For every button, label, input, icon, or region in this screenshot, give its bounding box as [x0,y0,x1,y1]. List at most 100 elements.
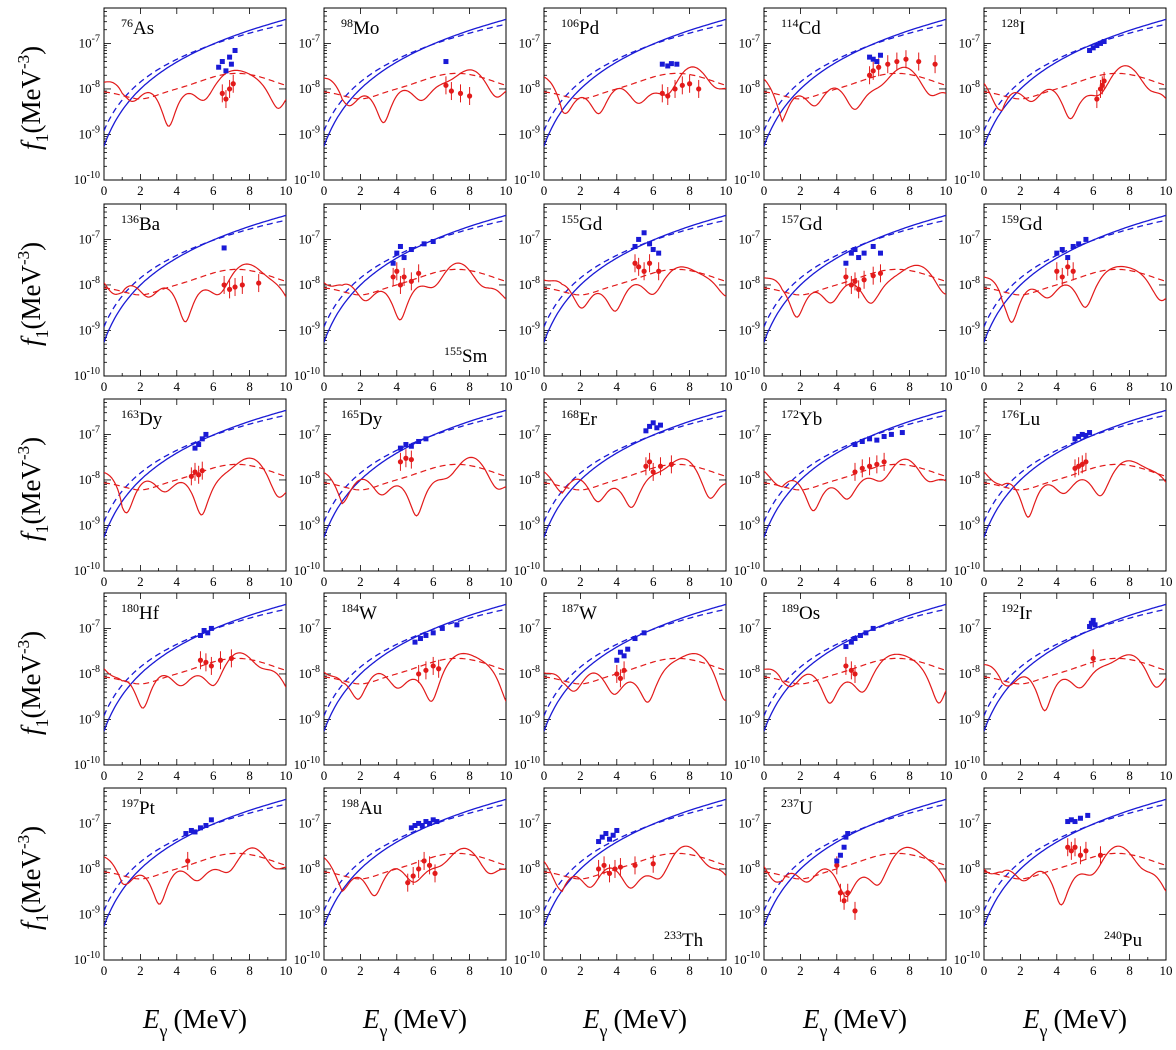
red-data-point [416,270,422,276]
model-curves [324,18,506,147]
y-tick-label: 10-7 [299,33,320,50]
red-data-point [866,463,873,469]
blue-data-point [192,445,198,451]
plot-frame [543,203,727,377]
blue-data-point [1083,432,1089,438]
blue-data-point [1072,436,1078,442]
x-tick-label: 8 [466,379,473,394]
blue-dashed-curve [984,803,1166,912]
x-tick-label: 2 [357,379,364,394]
blue-data-point [665,63,671,69]
model-curves [984,798,1166,927]
red-data-point [848,282,854,288]
x-tick-label: 8 [686,768,693,783]
model-curves [104,18,286,147]
blue-data-point [205,630,211,636]
panel-237-u: 0 2 4 6 8 10 10-10 10-9 10-8 10-7 237U Eγ (MeV) [734,787,953,1041]
blue-data-point [843,644,849,650]
y-tick-label: 10-9 [519,124,540,141]
x-tick-label: 6 [1090,963,1097,978]
blue-solid-curve [984,798,1166,927]
x-tick-label: 8 [1126,379,1133,394]
y-tick-label: 10-9 [959,904,980,921]
x-tick-label: 6 [430,963,437,978]
plot-frame [983,203,1167,377]
x-tick-label: 8 [686,574,693,589]
x-tick-label: 0 [761,963,768,978]
y-tick-label: 10-8 [959,275,980,292]
red-data-point [1097,852,1104,858]
model-curves [104,214,286,343]
blue-dashed-curve [324,608,506,717]
y-tick-label: 10-7 [519,229,540,246]
x-tick-label: 0 [321,183,328,198]
blue-data-point [208,817,214,823]
blue-data-point [1097,40,1103,46]
blue-data-point [412,823,418,829]
blue-data-point [401,255,407,261]
blue-solid-curve [984,603,1166,732]
model-curves [104,798,286,927]
red-data-point [203,659,209,665]
y-tick-label: 10-9 [299,904,320,921]
blue-data-point [203,431,209,437]
nucleus-label: 155Gd [561,212,603,235]
blue-solid-curve [544,798,726,927]
red-solid-curve [104,652,286,709]
x-tick-label: 2 [797,183,804,198]
red-data-point [612,866,618,872]
red-dashed-curve [104,268,286,296]
blue-dashed-curve [544,414,726,523]
y-tick-label: 10-8 [959,859,980,876]
x-tick-label: 10 [940,183,953,198]
y-tick-label: 10-9 [79,904,100,921]
x-tick-label: 0 [101,963,108,978]
panel-106-pd: 0 2 4 6 8 10 10-10 10-9 10-8 10-7 106Pd [514,7,733,198]
blue-data-point [636,236,642,242]
y-tick-label: 10-8 [519,859,540,876]
blue-data-point [668,61,674,67]
red-data-point [423,667,429,673]
x-tick-label: 0 [981,768,988,783]
red-solid-curve [324,652,506,702]
blue-data-point [834,858,840,864]
x-tick-label: 2 [137,574,144,589]
x-tick-label: 4 [1054,379,1061,394]
x-tick-label: 2 [1017,963,1024,978]
nucleus-label: 168Er [561,407,598,430]
red-data-point [614,671,620,677]
x-tick-label: 8 [906,574,913,589]
x-tick-label: 10 [500,768,513,783]
y-tick-label: 10-7 [739,33,760,50]
red-data-point [881,459,887,465]
x-tick-label: 6 [870,183,877,198]
panel-184-w: 0 2 4 6 8 10 10-10 10-9 10-8 10-7 184W [294,592,513,783]
x-tick-label: 4 [614,574,621,589]
red-data-point [217,657,224,663]
plot-frame [543,592,727,766]
x-tick-label: 4 [174,768,181,783]
red-data-point [432,870,438,876]
x-tick-label: 6 [650,963,657,978]
x-tick-label: 10 [720,768,733,783]
x-tick-label: 0 [541,183,548,198]
x-tick-label: 2 [137,768,144,783]
y-tick-label: 10-7 [959,618,980,635]
y-tick-label: 10-10 [954,561,980,578]
blue-data-point [197,825,203,831]
blue-data-point [881,434,887,440]
red-solid-curve [984,654,1166,712]
red-data-point [457,90,464,96]
y-tick-label: 10-8 [739,664,760,681]
x-tick-label: 4 [1054,768,1061,783]
y-tick-label: 10-9 [959,515,980,532]
nucleus-label: 192Ir [1001,601,1032,624]
y-tick-label: 10-9 [299,515,320,532]
plot-frame [763,7,947,181]
blue-data-point [1101,39,1107,45]
nucleus-label: 184W [341,601,377,624]
x-tick-label: 8 [1126,768,1133,783]
x-tick-label: 0 [101,768,108,783]
y-tick-label: 10-8 [79,79,100,96]
x-axis-label: Eγ (MeV) [1022,1004,1127,1041]
